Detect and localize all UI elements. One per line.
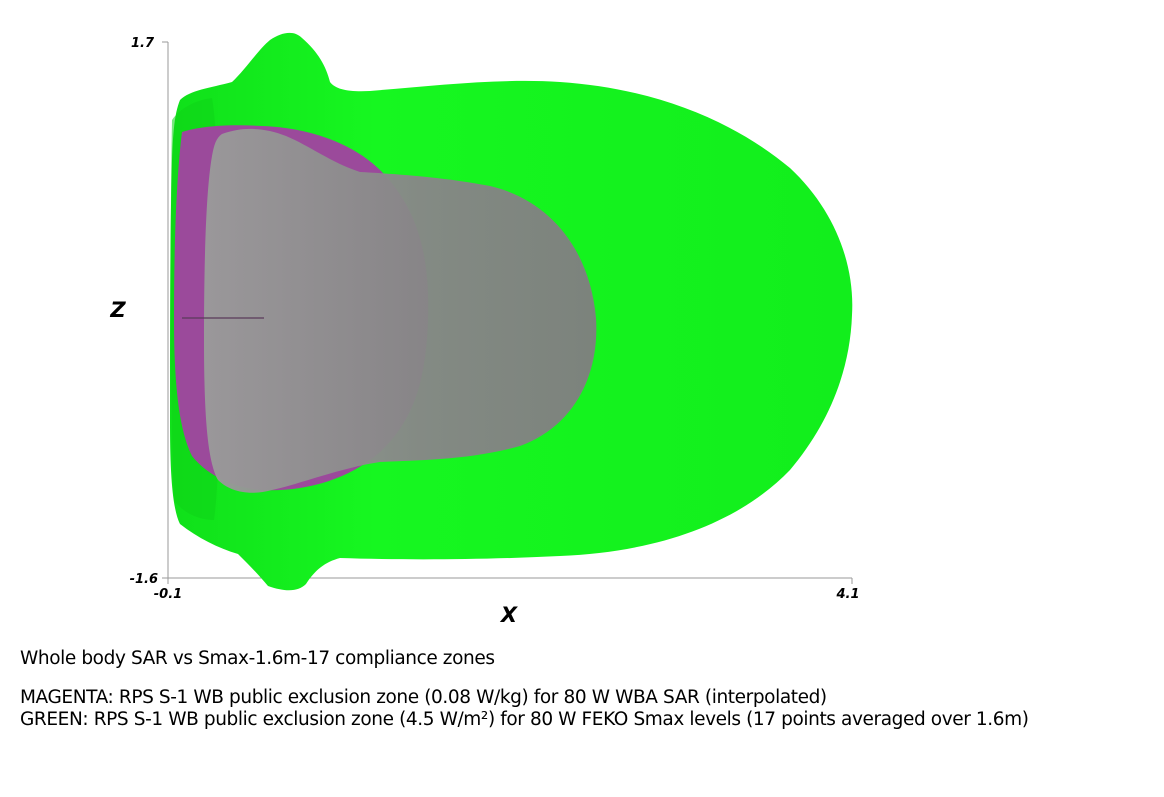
compliance-zone-plot: 1.7 -1.6 -0.1 4.1 Z X	[109, 32, 860, 627]
caption-title: Whole body SAR vs Smax-1.6m-17 complianc…	[20, 648, 495, 669]
x-max-label: 4.1	[835, 587, 859, 602]
grey-overlay-zone	[204, 128, 597, 493]
x-min-label: -0.1	[154, 587, 182, 602]
z-axis-title: Z	[109, 298, 126, 322]
z-max-label: 1.7	[131, 36, 155, 51]
z-min-label: -1.6	[130, 572, 158, 587]
legend-magenta: MAGENTA: RPS S-1 WB public exclusion zon…	[20, 687, 827, 708]
x-axis-title: X	[499, 603, 519, 627]
legend-green: GREEN: RPS S-1 WB public exclusion zone …	[20, 709, 1029, 730]
